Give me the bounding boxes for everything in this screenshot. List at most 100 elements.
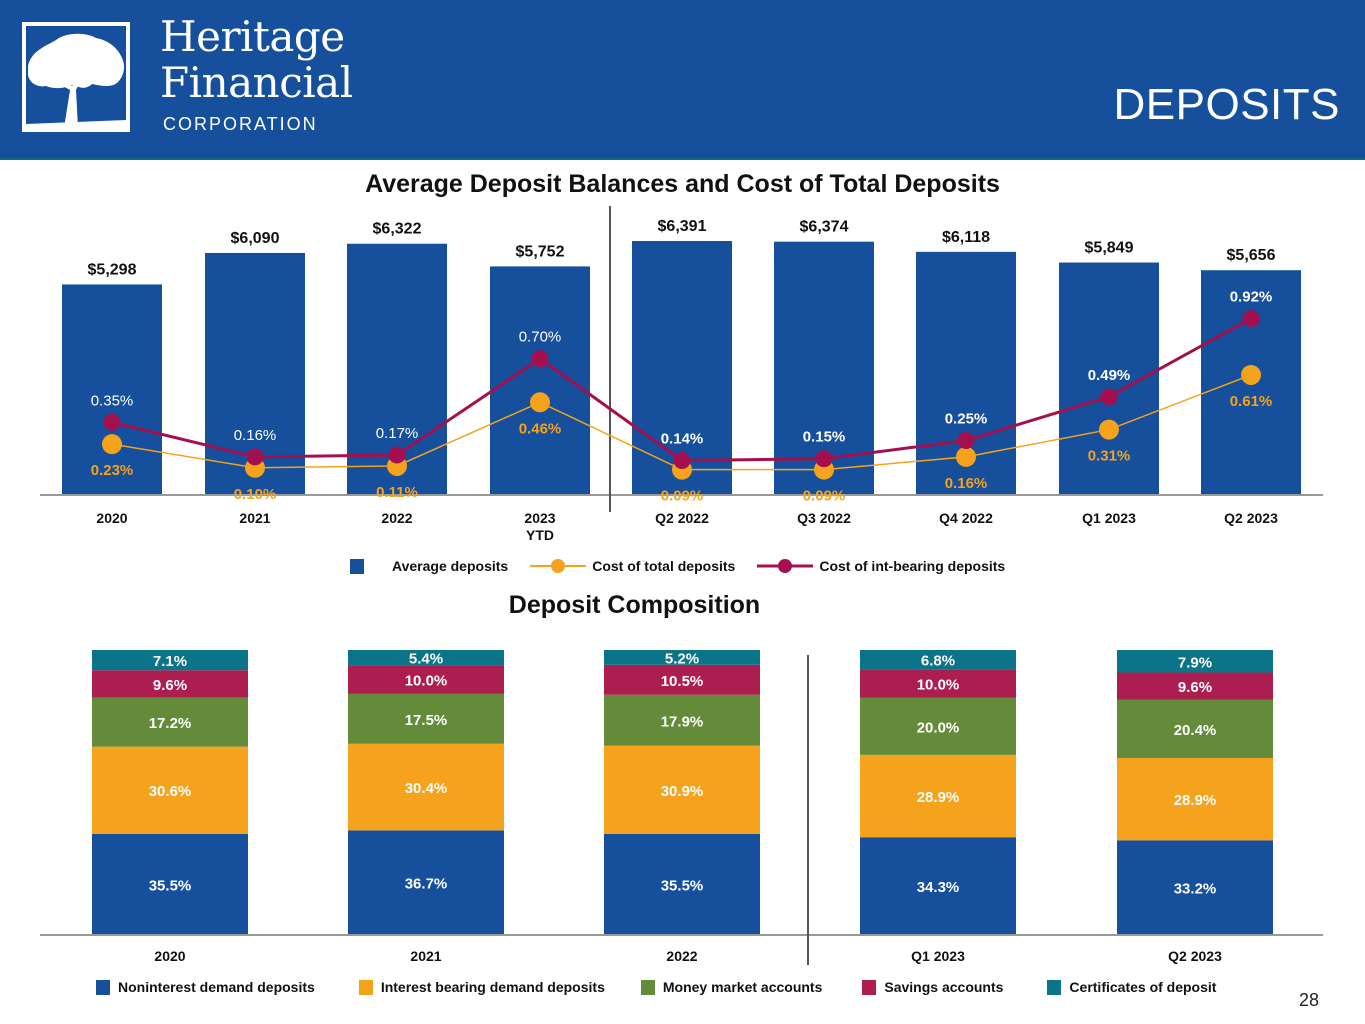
- stack-segment-label: 34.3%: [917, 879, 960, 896]
- stack-segment-interest-bearing-demand-deposits: [1117, 758, 1273, 841]
- x-tick-label: 2021: [239, 510, 270, 526]
- legend-label: Cost of int-bearing deposits: [819, 558, 1006, 574]
- x-tick-label: Q1 2023: [911, 948, 965, 964]
- stack-segment-label: 17.9%: [661, 713, 704, 730]
- stack-segment-interest-bearing-demand-deposits: [92, 746, 248, 834]
- legend-item-savings: Savings accounts: [862, 979, 1003, 995]
- stack-segment-label: 10.0%: [917, 677, 960, 694]
- stack-segment-label: 33.2%: [1174, 881, 1217, 898]
- x-tick-label: 2022: [381, 510, 412, 526]
- stack-segment-label: 17.2%: [149, 715, 192, 732]
- point-cost-total-deposits: [1099, 419, 1119, 440]
- label-cost-int-bearing-deposits: 0.70%: [519, 329, 562, 346]
- legend-label: Cost of total deposits: [592, 558, 736, 574]
- stack-segment-money-market-accounts: [604, 694, 760, 746]
- point-cost-total-deposits: [1241, 364, 1261, 385]
- stack-segment-noninterest-demand-deposits: [348, 830, 504, 935]
- stack-segment-interest-bearing-demand-deposits: [604, 745, 760, 834]
- label-cost-total-deposits: 0.09%: [661, 488, 704, 505]
- stack-segment-label: 17.5%: [405, 712, 448, 729]
- legend-label: Average deposits: [392, 558, 509, 574]
- bar-value-label: $6,322: [373, 221, 422, 238]
- x-tick-label: Q3 2022: [797, 510, 851, 526]
- stack-segment-label: 35.5%: [149, 877, 192, 894]
- label-cost-total-deposits: 0.09%: [803, 488, 846, 505]
- bar-value-label: $5,656: [1227, 247, 1276, 264]
- stack-segment-label: 6.8%: [921, 653, 955, 670]
- legend-swatch: [1047, 979, 1062, 995]
- stack-segment-savings-accounts: [1117, 672, 1273, 700]
- stack-segment-certificates-of-deposit: [1117, 650, 1273, 673]
- label-cost-int-bearing-deposits: 0.92%: [1230, 289, 1273, 306]
- stack-segment-label: 7.1%: [153, 653, 187, 670]
- point-cost-int-bearing-deposits: [1100, 388, 1118, 406]
- stack-segment-money-market-accounts: [92, 697, 248, 747]
- x-tick-label: Q2 2023: [1224, 510, 1278, 526]
- label-cost-total-deposits: 0.16%: [945, 475, 988, 492]
- label-cost-int-bearing-deposits: 0.15%: [803, 429, 846, 446]
- legend-item-average-deposits: Average deposits: [350, 558, 508, 574]
- point-cost-int-bearing-deposits: [531, 350, 549, 368]
- page-title: DEPOSITS: [1113, 80, 1340, 129]
- label-cost-total-deposits: 0.46%: [519, 420, 562, 437]
- bar-value-label: $5,849: [1085, 240, 1134, 257]
- x-tick-label: Q4 2022: [939, 510, 993, 526]
- label-cost-total-deposits: 0.31%: [1088, 448, 1131, 465]
- stack-segment-label: 30.6%: [149, 783, 192, 800]
- stack-segment-label: 28.9%: [1174, 792, 1217, 809]
- logo-line-2: Financial: [160, 58, 353, 107]
- x-tick-label: 2021: [410, 948, 441, 964]
- stack-segment-certificates-of-deposit: [860, 650, 1016, 670]
- legend-item-interest-bearing: Interest bearing demand deposits: [358, 979, 605, 995]
- legend-line-marker-maroon: [757, 559, 814, 573]
- bar-value-label: $6,118: [942, 229, 990, 246]
- stack-segment-interest-bearing-demand-deposits: [348, 743, 504, 831]
- legend-swatch: [640, 979, 655, 995]
- stack-segment-label: 10.0%: [405, 673, 448, 690]
- x-tick-label: Q1 2023: [1082, 510, 1136, 526]
- stack-segment-label: 30.4%: [405, 780, 448, 797]
- label-cost-int-bearing-deposits: 0.35%: [91, 392, 134, 409]
- legend-label: Noninterest demand deposits: [118, 979, 315, 995]
- stack-segment-interest-bearing-demand-deposits: [860, 754, 1016, 838]
- stack-segment-label: 36.7%: [405, 876, 448, 893]
- stack-segment-label: 5.2%: [665, 650, 699, 667]
- stack-segment-label: 10.5%: [661, 673, 704, 690]
- stack-segment-certificates-of-deposit: [92, 650, 248, 671]
- stack-segment-certificates-of-deposit: [348, 650, 504, 666]
- stack-segment-label: 9.6%: [1178, 679, 1212, 696]
- deposit-balances-chart: $5,298 $6,090 $6,322 $5,752 $6,391 $6,374 $6,1…: [40, 206, 1323, 543]
- header-banner: Heritage Financial CORPORATION DEPOSITS: [0, 0, 1365, 160]
- x-tick-label: Q2 2023: [1168, 948, 1222, 964]
- label-cost-int-bearing-deposits: 0.16%: [234, 427, 277, 444]
- point-cost-int-bearing-deposits: [815, 450, 833, 468]
- legend-item-certificates: Certificates of deposit: [1047, 979, 1216, 995]
- stack-segment-savings-accounts: [348, 665, 504, 694]
- chart1-legend: Average deposits Cost of total deposits …: [350, 558, 1005, 574]
- page-number: 28: [1298, 990, 1319, 1010]
- point-cost-int-bearing-deposits: [1242, 310, 1260, 328]
- bar-value-label: $5,298: [88, 261, 137, 278]
- legend-label: Interest bearing demand deposits: [380, 979, 605, 995]
- label-cost-total-deposits: 0.10%: [234, 486, 277, 503]
- point-cost-int-bearing-deposits: [388, 446, 406, 464]
- point-cost-total-deposits: [102, 434, 122, 455]
- stack-segment-noninterest-demand-deposits: [604, 833, 760, 935]
- label-cost-int-bearing-deposits: 0.17%: [376, 425, 419, 442]
- stack-segment-label: 9.6%: [153, 677, 187, 694]
- company-logo-text: Heritage Financial CORPORATION: [160, 14, 353, 135]
- stack-segment-savings-accounts: [92, 670, 248, 698]
- stack-segment-label: 20.0%: [917, 719, 960, 736]
- legend-swatch: [96, 979, 110, 995]
- legend-label: Certificates of deposit: [1069, 979, 1217, 995]
- stack-segment-savings-accounts: [860, 669, 1016, 698]
- stack-segment-label: 5.4%: [409, 651, 443, 668]
- legend-item-money-market: Money market accounts: [640, 979, 822, 995]
- chart2-legend: Noninterest demand deposits Interest bea…: [96, 979, 1216, 995]
- stack-segment-label: 30.9%: [661, 783, 704, 800]
- stack-segment-label: 20.4%: [1174, 722, 1217, 739]
- label-cost-int-bearing-deposits: 0.14%: [661, 431, 704, 448]
- legend-label: Savings accounts: [884, 979, 1004, 995]
- bar-value-label: $5,752: [516, 243, 565, 260]
- point-cost-total-deposits: [956, 446, 976, 467]
